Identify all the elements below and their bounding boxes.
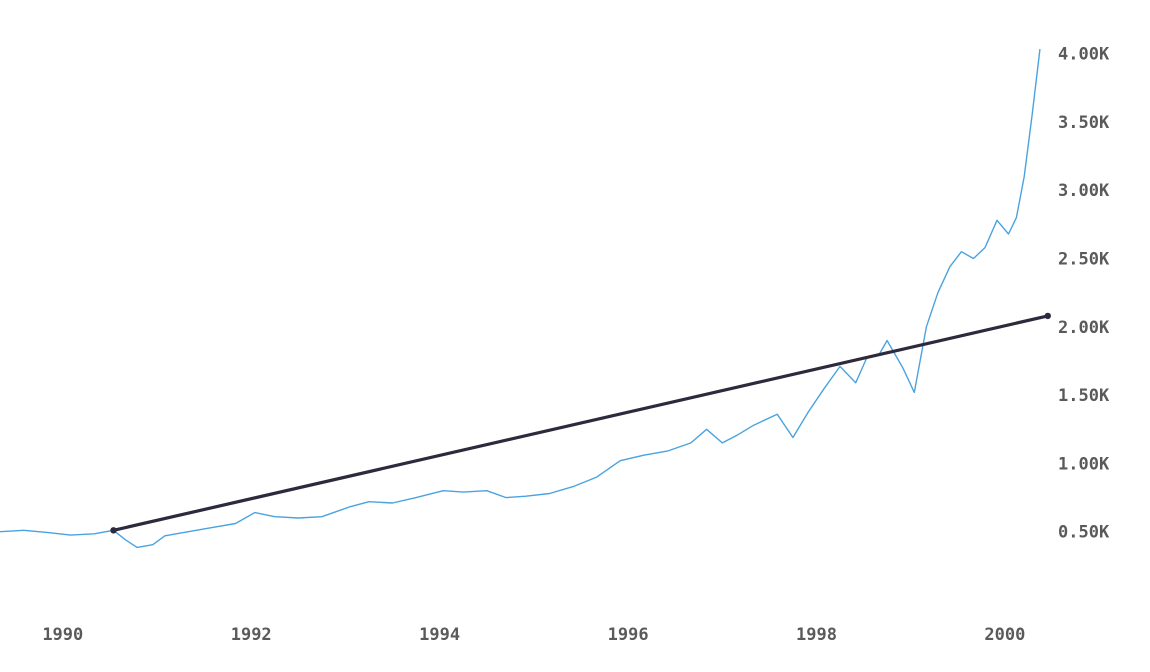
y-tick-label: 1.00K — [1058, 454, 1110, 474]
x-tick-label: 1998 — [796, 625, 837, 645]
x-tick-label: 1996 — [608, 625, 649, 645]
y-tick-label: 0.50K — [1058, 523, 1110, 543]
y-tick-label: 1.50K — [1058, 386, 1110, 406]
series-line-price — [0, 48, 1041, 549]
series-line-trend — [111, 314, 1050, 532]
y-tick-label: 3.00K — [1058, 181, 1110, 201]
trend-endpoint-1 — [1044, 312, 1052, 320]
y-tick-label: 2.00K — [1058, 318, 1110, 338]
y-axis: 0.50K 1.00K 1.50K 2.00K 2.50K 3.00K 3.50K 4.00K — [1058, 45, 1110, 543]
x-tick-label: 1994 — [419, 625, 460, 645]
trend-endpoint-0 — [110, 527, 117, 534]
series-layer — [0, 48, 1052, 549]
x-tick-label: 1990 — [42, 625, 83, 645]
y-tick-label: 3.50K — [1058, 113, 1110, 133]
x-tick-label: 2000 — [984, 625, 1025, 645]
x-axis: 1990 1992 1994 1996 1998 2000 — [42, 625, 1025, 645]
y-tick-label: 4.00K — [1058, 45, 1110, 65]
x-tick-label: 1992 — [231, 625, 272, 645]
y-tick-label: 2.50K — [1058, 250, 1110, 270]
